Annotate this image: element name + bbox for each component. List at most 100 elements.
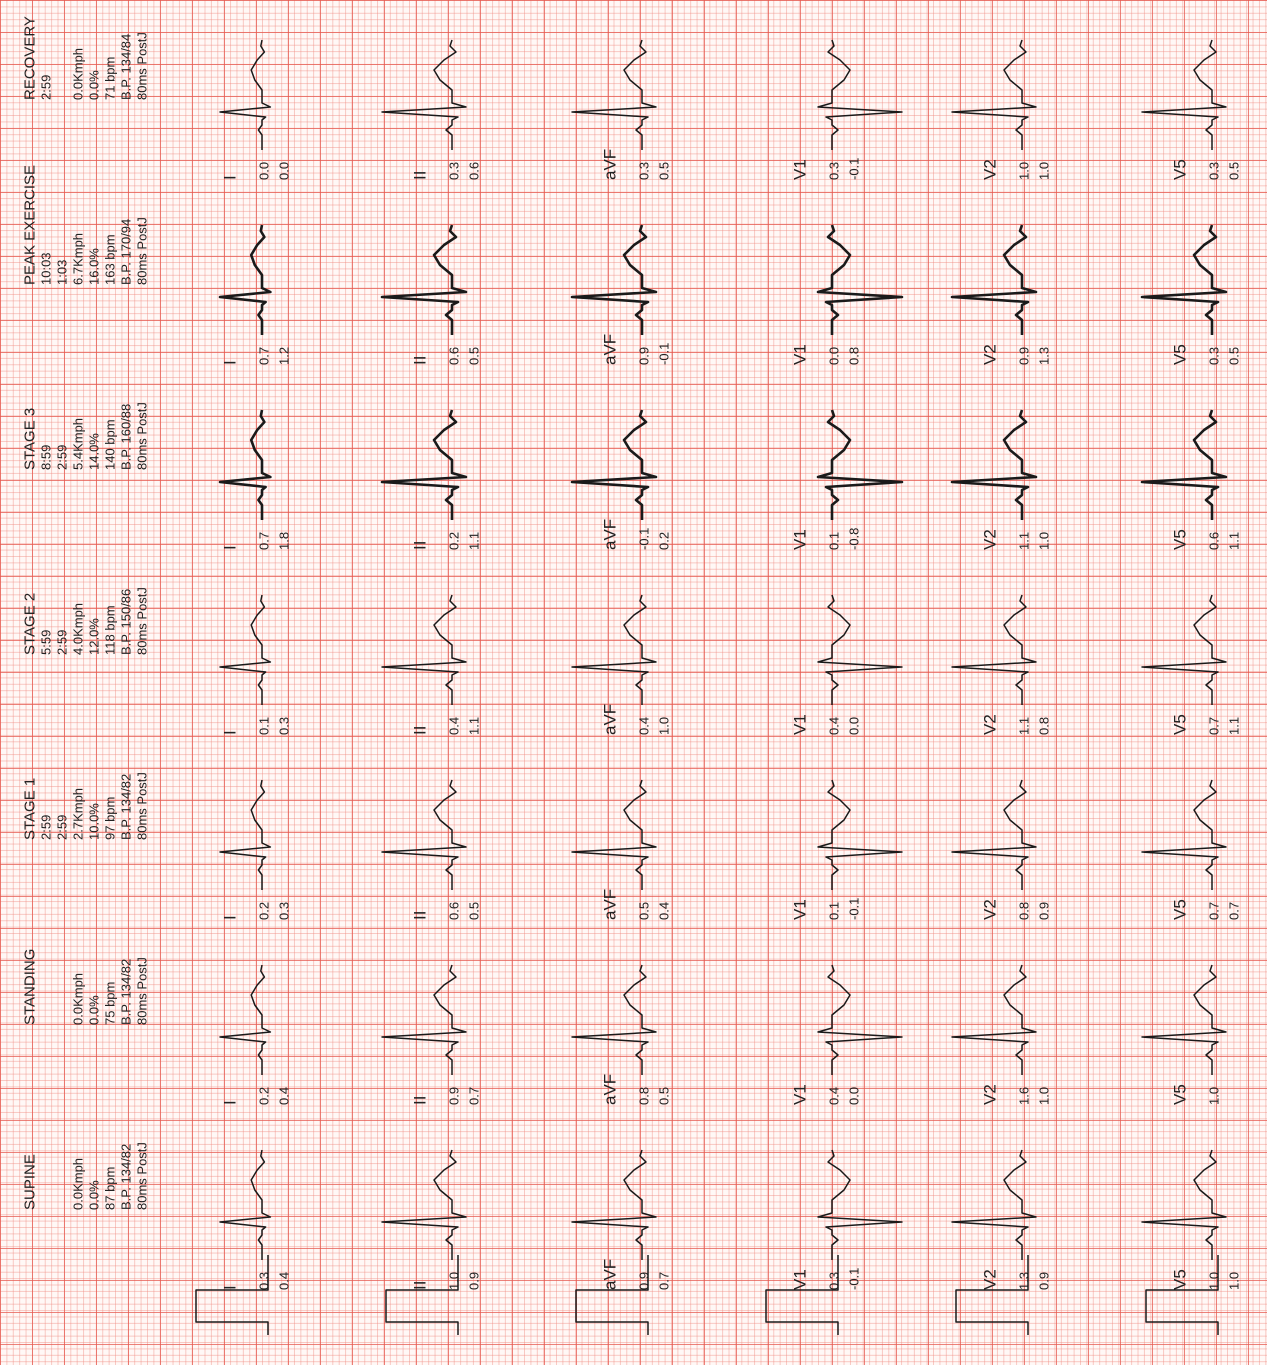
lead-label: I bbox=[221, 175, 240, 180]
ecg-trace bbox=[950, 409, 1038, 520]
ecg-trace bbox=[218, 224, 272, 335]
st-measure: 0.1 bbox=[827, 902, 842, 920]
st-measure: -0.1 bbox=[637, 528, 652, 550]
st-measure: 0.2 bbox=[657, 532, 672, 550]
stage-info: 0.0Kmph bbox=[71, 48, 86, 100]
stage-info: 2:59 bbox=[55, 630, 70, 655]
ecg-trace bbox=[1141, 39, 1227, 150]
st-measure: 0.3 bbox=[277, 717, 292, 735]
st-measure: 0.9 bbox=[1037, 902, 1052, 920]
st-measure: 0.3 bbox=[1207, 162, 1222, 180]
st-measure: 0.7 bbox=[1207, 717, 1222, 735]
lead-label: aVF bbox=[601, 1074, 620, 1105]
st-measure: 0.5 bbox=[467, 902, 482, 920]
lead-label: II bbox=[411, 541, 430, 550]
ecg-trace bbox=[380, 409, 468, 520]
stage-title: STANDING bbox=[22, 949, 39, 1025]
stage-info: B.P. 134/82 bbox=[119, 1144, 134, 1210]
lead-label: V1 bbox=[791, 1084, 810, 1105]
ecg-trace bbox=[571, 594, 657, 705]
lead-label: I bbox=[221, 360, 240, 365]
ecg-trace bbox=[570, 224, 658, 335]
lead-label: II bbox=[411, 726, 430, 735]
stage-info: 8:59 bbox=[39, 445, 54, 470]
st-measure: 1.8 bbox=[277, 532, 292, 550]
st-measure: 0.7 bbox=[257, 532, 272, 550]
lead-label: V2 bbox=[981, 529, 1000, 550]
st-measure: 0.0 bbox=[847, 1087, 862, 1105]
st-measure: 0.3 bbox=[827, 1272, 842, 1290]
stage-title: RECOVERY bbox=[22, 16, 39, 100]
st-measure: 1.2 bbox=[277, 347, 292, 365]
stage-info: 80ms PostJ bbox=[135, 1142, 150, 1210]
stage-info: 1:03 bbox=[55, 260, 70, 285]
stage-info: 4.0Kmph bbox=[71, 603, 86, 655]
st-measure: -0.1 bbox=[847, 158, 862, 180]
lead-label: I bbox=[221, 915, 240, 920]
lead-label: V1 bbox=[791, 1269, 810, 1290]
st-measure: 0.3 bbox=[637, 162, 652, 180]
ecg-trace bbox=[1141, 594, 1227, 705]
st-measure: 1.0 bbox=[1017, 162, 1032, 180]
stage-info: 10.0% bbox=[87, 803, 102, 840]
st-measure: 1.3 bbox=[1017, 1272, 1032, 1290]
stage-info: 5:59 bbox=[39, 630, 54, 655]
calibration-pulse bbox=[1145, 1255, 1219, 1335]
lead-label: V1 bbox=[791, 159, 810, 180]
st-measure: 0.5 bbox=[637, 902, 652, 920]
st-measure: 0.4 bbox=[827, 1087, 842, 1105]
st-measure: 0.9 bbox=[447, 1087, 462, 1105]
stage-info: 12.0% bbox=[87, 618, 102, 655]
stage-info: 0.0% bbox=[87, 995, 102, 1025]
lead-label: I bbox=[221, 1100, 240, 1105]
st-measure: 1.0 bbox=[1037, 162, 1052, 180]
stage-info: 71 bpm bbox=[103, 57, 118, 100]
ecg-trace bbox=[951, 779, 1037, 890]
ecg-trace bbox=[951, 1149, 1037, 1260]
calibration-pulse bbox=[765, 1255, 839, 1335]
lead-label: V2 bbox=[981, 159, 1000, 180]
ecg-trace bbox=[381, 39, 467, 150]
lead-label: V5 bbox=[1171, 1269, 1190, 1290]
st-measure: 0.4 bbox=[277, 1272, 292, 1290]
lead-label: II bbox=[411, 171, 430, 180]
stage-info: B.P. 134/82 bbox=[119, 774, 134, 840]
stage-info: 0.0% bbox=[87, 1180, 102, 1210]
ecg-trace bbox=[219, 779, 272, 890]
st-measure: 1.0 bbox=[657, 717, 672, 735]
stage-info: B.P. 170/94 bbox=[119, 219, 134, 285]
stage-info: 2:59 bbox=[39, 815, 54, 840]
ecg-trace bbox=[381, 594, 467, 705]
ecg-trace bbox=[570, 409, 658, 520]
st-measure: 0.6 bbox=[1207, 532, 1222, 550]
st-measure: 0.9 bbox=[1017, 347, 1032, 365]
stage-info: 2:59 bbox=[55, 815, 70, 840]
ecg-trace bbox=[951, 594, 1037, 705]
ecg-trace bbox=[219, 964, 272, 1075]
stage-info: 5.4Kmph bbox=[71, 418, 86, 470]
lead-label: V5 bbox=[1171, 1084, 1190, 1105]
st-measure: 0.2 bbox=[447, 532, 462, 550]
ecg-trace bbox=[381, 779, 467, 890]
stage-title: STAGE 3 bbox=[22, 408, 39, 470]
stage-info: B.P. 160/88 bbox=[119, 404, 134, 470]
ecg-trace bbox=[816, 224, 904, 335]
st-measure: 0.5 bbox=[1227, 347, 1242, 365]
ecg-trace bbox=[817, 779, 903, 890]
stage-column: PEAK EXERCISE 10:03 1:03 6.7Kmph 16.0% 163 bp… bbox=[22, 165, 1242, 365]
stage-info: 80ms PostJ bbox=[135, 217, 150, 285]
st-measure: 1.1 bbox=[1017, 717, 1032, 735]
st-measure: 1.0 bbox=[1207, 1272, 1222, 1290]
lead-label: V5 bbox=[1171, 344, 1190, 365]
stage-info: 80ms PostJ bbox=[135, 402, 150, 470]
stage-column: RECOVERY 2:59 0.0Kmph 0.0% 71 bpm B.P. 134/84… bbox=[22, 16, 1242, 180]
st-measure: 1.1 bbox=[467, 532, 482, 550]
stage-info: 10:03 bbox=[39, 252, 54, 285]
stage-info: 140 bpm bbox=[103, 419, 118, 470]
lead-label: V2 bbox=[981, 1084, 1000, 1105]
ecg-trace bbox=[381, 1149, 467, 1260]
ecg-trace bbox=[219, 594, 272, 705]
st-measure: 1.1 bbox=[467, 717, 482, 735]
ecg-trace bbox=[219, 39, 272, 150]
